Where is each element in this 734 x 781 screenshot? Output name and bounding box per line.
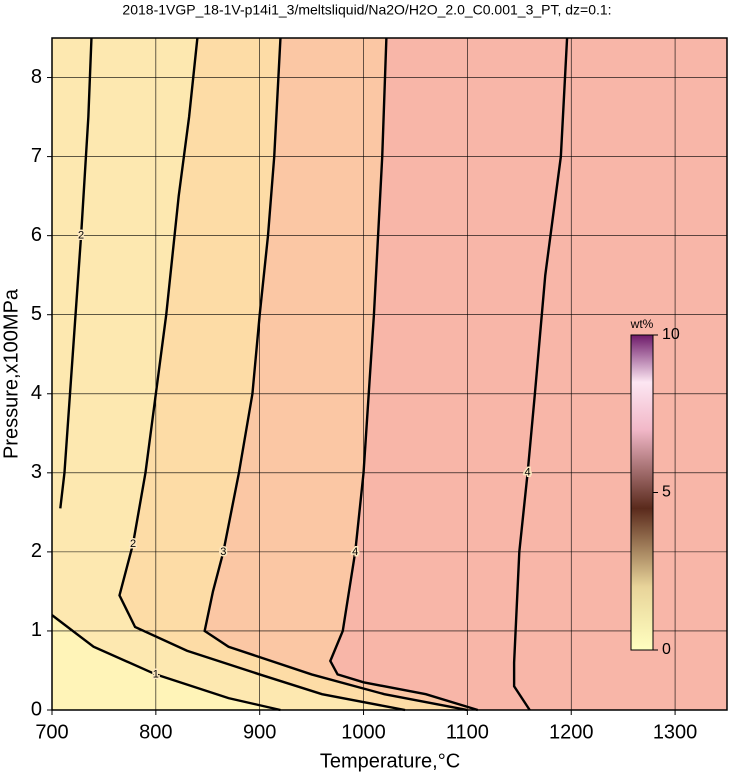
colorbar-tick-label: 5 bbox=[662, 484, 671, 501]
contour-label: 3 bbox=[220, 546, 226, 558]
x-tick-label: 800 bbox=[139, 721, 172, 743]
plot-frame bbox=[51, 37, 728, 711]
colorbar-label: wt% bbox=[630, 317, 654, 331]
y-tick-label: 7 bbox=[31, 145, 42, 167]
colorbar-tick-label: 0 bbox=[662, 641, 671, 658]
contour-line bbox=[203, 37, 468, 712]
x-axis-label: Temperature,°C bbox=[320, 750, 460, 772]
contour-label: 4 bbox=[525, 467, 531, 479]
x-tick-label: 1000 bbox=[341, 721, 386, 743]
contour-label: 1 bbox=[153, 668, 159, 680]
colorbar: wt% 0 5 10 bbox=[630, 317, 680, 658]
x-tick-label: 1100 bbox=[446, 721, 489, 743]
contour-label: 2 bbox=[130, 538, 136, 550]
colorbar-gradient bbox=[630, 334, 654, 651]
y-tick-label: 2 bbox=[31, 540, 42, 562]
y-tick-label: 1 bbox=[31, 619, 42, 641]
x-tick-label: 1300 bbox=[653, 721, 698, 743]
contour-label: 2 bbox=[78, 230, 84, 242]
y-tick-label: 4 bbox=[31, 382, 42, 404]
y-axis-label: Pressure,x100MPa bbox=[0, 288, 22, 459]
y-tick-label: 6 bbox=[31, 224, 42, 246]
contour-line bbox=[328, 37, 479, 712]
contour-line bbox=[118, 37, 406, 712]
contour-line bbox=[51, 614, 281, 712]
contour-line bbox=[59, 37, 93, 509]
x-tick-label: 700 bbox=[35, 721, 68, 743]
contour-fill bbox=[52, 38, 406, 710]
y-tick-label: 5 bbox=[31, 303, 42, 325]
x-tick-label: 1200 bbox=[549, 721, 594, 743]
colorbar-tick-label: 10 bbox=[662, 326, 680, 343]
y-tick-label: 0 bbox=[31, 698, 42, 720]
plot-area: 4 3 2 1 2 4 bbox=[51, 37, 728, 712]
y-tick-label: 8 bbox=[31, 66, 42, 88]
x-tick-label: 900 bbox=[243, 721, 276, 743]
chart-title: 2018-1VGP_18-1V-p14i1_3/meltsliquid/Na2O… bbox=[122, 2, 611, 18]
contour-line bbox=[512, 37, 569, 711]
contour-label: 4 bbox=[352, 546, 358, 558]
y-tick-label: 3 bbox=[31, 461, 42, 483]
contour-fill bbox=[52, 615, 281, 710]
